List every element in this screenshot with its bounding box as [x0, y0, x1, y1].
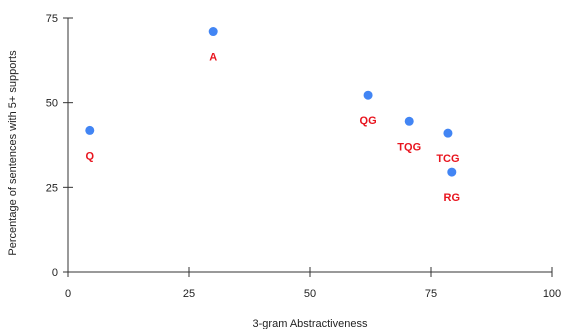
data-point-tqg: [404, 116, 414, 126]
data-point-rg: [447, 167, 457, 177]
data-point-qg: [363, 90, 373, 100]
x-tick-label: 25: [183, 288, 195, 300]
x-tick-label: 0: [65, 288, 71, 300]
y-axis-title: Percentage of sentences with 5+ supports: [7, 50, 19, 256]
y-tick-label: 25: [46, 182, 58, 194]
y-tick-label: 0: [52, 267, 58, 279]
data-point-tcg: [443, 128, 453, 138]
data-point-a: [208, 27, 218, 37]
y-tick-label: 75: [46, 13, 58, 25]
x-tick-label: 75: [425, 288, 437, 300]
data-point-q: [85, 125, 95, 135]
point-label-tqg: TQG: [397, 141, 421, 153]
data-points: Q A QG TQG TCG RG: [85, 27, 460, 204]
x-axis-title: 3-gram Abstractiveness: [253, 318, 368, 329]
y-tick-label: 50: [46, 98, 58, 110]
point-label-qg: QG: [360, 115, 377, 127]
x-tick-label: 100: [543, 288, 561, 300]
point-label-a: A: [209, 52, 217, 64]
point-label-rg: RG: [444, 192, 461, 204]
x-tick-label: 50: [304, 288, 316, 300]
point-label-q: Q: [85, 150, 94, 162]
point-label-tcg: TCG: [436, 153, 459, 165]
axes: [67, 18, 552, 273]
ticks: 0 25 50 75 100 0 25 50 75: [46, 13, 561, 300]
